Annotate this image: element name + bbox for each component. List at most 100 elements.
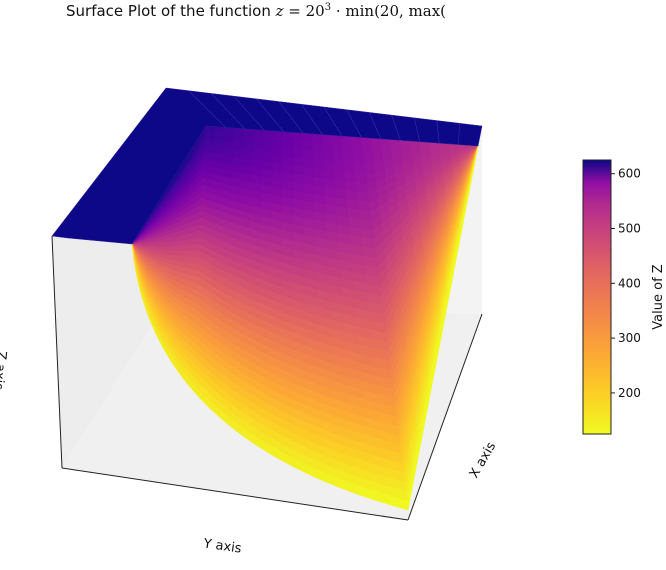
- surface-cell: [333, 152, 345, 164]
- surface-front-face: [131, 125, 479, 511]
- surface-cell: [352, 145, 365, 157]
- surface-cell: [184, 244, 193, 252]
- surface-cell: [362, 146, 374, 157]
- surface-cell: [303, 158, 315, 169]
- surface-cell: [172, 240, 180, 247]
- colorbar-gradient: [582, 159, 612, 435]
- surface-cell: [371, 146, 384, 156]
- surface-cell: [400, 146, 412, 153]
- surface-cell: [370, 137, 383, 147]
- title-exp: 3: [324, 2, 332, 13]
- colorbar-tick-label-2: 400: [618, 276, 641, 290]
- plateau-mesh-line-3: [233, 95, 265, 131]
- surface-cell: [293, 132, 304, 142]
- plateau-mesh-line-5: [278, 101, 304, 134]
- surface-cell: [302, 132, 314, 143]
- surface-cell: [234, 127, 246, 137]
- surface-cell: [178, 245, 186, 252]
- surface-cell: [303, 149, 314, 161]
- plateau-mesh-line-8: [346, 109, 362, 138]
- plateau-mesh-line-1: [188, 90, 226, 128]
- surface-cell: [353, 154, 366, 166]
- surface-cell: [303, 167, 315, 178]
- surface-cell: [224, 127, 236, 136]
- z-axis-label: Z axis: [0, 350, 9, 390]
- surface-cell: [342, 144, 354, 156]
- plateau-mesh-line-12: [436, 120, 440, 144]
- surface-cell: [293, 148, 304, 159]
- colorbar-tick-label-3: 500: [618, 222, 641, 236]
- surface-cell: [283, 147, 294, 158]
- plateau-mesh-line-10: [391, 115, 401, 141]
- surface-cell: [471, 145, 479, 177]
- colorbar-tick-label-0: 200: [618, 386, 641, 400]
- surface-plateau: [51, 87, 483, 245]
- surface-cell: [380, 138, 392, 147]
- surface-cell: [263, 145, 274, 156]
- surface-cell: [313, 150, 325, 162]
- y-axis-line: [61, 467, 409, 521]
- surface-cell: [351, 136, 363, 147]
- surface-cell: [313, 159, 325, 171]
- surface-cell: [263, 130, 275, 140]
- surface-cell: [293, 157, 304, 168]
- surface-cell: [191, 250, 200, 258]
- y-axis-label: Y axis: [202, 536, 243, 556]
- surface-cell: [191, 244, 200, 252]
- surface-cell: [263, 137, 275, 148]
- plateau-mesh-line-13: [458, 123, 460, 145]
- surface-cell: [333, 161, 346, 173]
- surface-cell: [205, 125, 216, 134]
- surface-cell: [283, 139, 294, 150]
- surface-cell: [192, 237, 201, 246]
- surface-cell: [184, 250, 193, 258]
- surface-cell: [354, 164, 367, 175]
- title-prefix: Surface Plot of the function: [66, 2, 276, 20]
- surface-cell: [323, 160, 335, 172]
- surface-cell: [244, 128, 255, 138]
- plateau-mesh-line-9: [368, 112, 382, 139]
- surface-cell: [273, 130, 284, 141]
- surface-cell: [322, 134, 334, 145]
- plateau-mesh-line-2: [210, 93, 246, 130]
- surface-cell: [343, 153, 355, 165]
- colorbar-label: Value of Z: [651, 264, 666, 329]
- title-var: z: [275, 2, 284, 20]
- surface-cell: [344, 163, 356, 174]
- colorbar: 200 300 400 500 600 Value of Z: [582, 159, 666, 435]
- surface-cell: [215, 126, 226, 135]
- surface-cell: [254, 129, 265, 139]
- surface-cell: [166, 241, 174, 247]
- surface-cell: [155, 243, 162, 247]
- surface-cell: [273, 138, 284, 149]
- plateau-mesh-line-4: [256, 98, 284, 132]
- colorbar-ticks: 200 300 400 500 600: [611, 167, 641, 400]
- plateau-mesh-line-6: [301, 104, 323, 135]
- surface-cell: [323, 169, 336, 181]
- surface-cell: [224, 134, 236, 143]
- surface-cell: [178, 239, 187, 247]
- surface-cell: [355, 173, 368, 185]
- surface-cell: [177, 250, 186, 258]
- surface-cell: [303, 141, 314, 152]
- z-axis-line: [51, 235, 63, 469]
- title-rest: · min(20, max(: [331, 2, 447, 20]
- surface-cell: [345, 181, 358, 193]
- surface-cell: [390, 139, 402, 147]
- surface-cell: [253, 136, 265, 147]
- x-axis-line: [407, 313, 483, 521]
- chart-title: Surface Plot of the function z = 203 · m…: [66, 2, 446, 20]
- surface-cell: [356, 182, 369, 194]
- surface-cell: [165, 246, 173, 252]
- surface-cell: [332, 135, 344, 146]
- surface-cell: [334, 170, 347, 182]
- surface-cell: [273, 146, 284, 157]
- surface-cell: [283, 131, 294, 142]
- surface-cell: [400, 140, 411, 147]
- surface-cell: [293, 140, 304, 151]
- title-eq: = 20: [283, 2, 325, 20]
- surface-cell: [171, 245, 180, 252]
- surface-cell: [323, 151, 335, 163]
- surface-cell: [243, 136, 255, 146]
- surface-cell: [341, 135, 353, 147]
